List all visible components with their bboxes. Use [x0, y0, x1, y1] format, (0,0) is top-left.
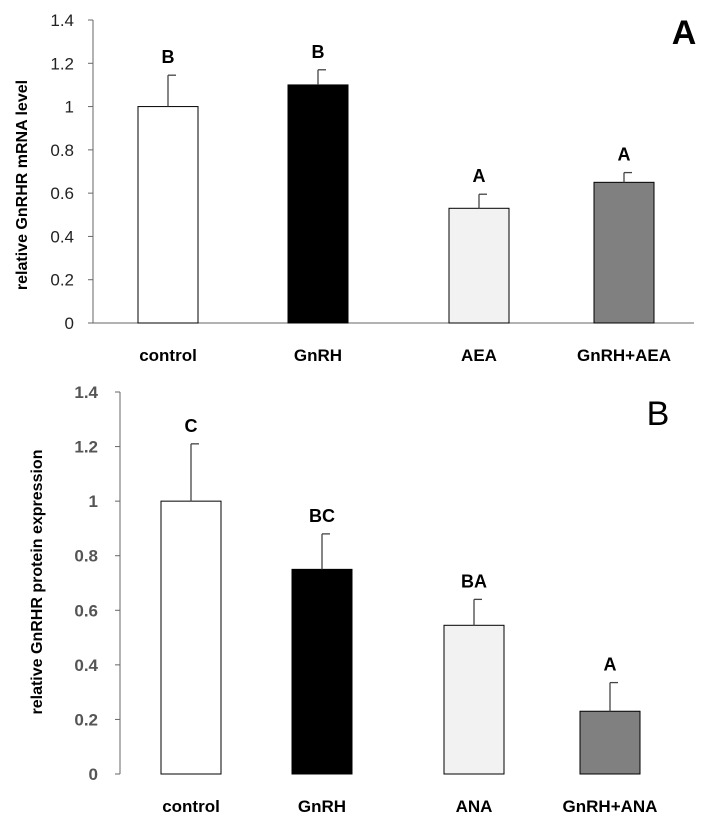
bar — [137, 106, 199, 324]
bar — [443, 624, 505, 775]
x-category-label: control — [139, 346, 197, 365]
y-tick-label: 0 — [89, 765, 98, 784]
bar — [448, 207, 510, 324]
x-category-label: AEA — [461, 346, 497, 365]
x-category-label: GnRH+ANA — [563, 797, 658, 816]
chart-panel-a: relative GnRHR mRNA level A 0 0.2 0.4 0.6 0.… — [14, 11, 696, 365]
y-tick-label: 1 — [89, 492, 98, 511]
bar — [593, 181, 655, 324]
significance-label: BC — [309, 506, 335, 526]
bar — [291, 568, 353, 775]
y-tick-label: 1.2 — [50, 54, 74, 73]
y-tick-label: 0.6 — [50, 184, 74, 203]
y-tick-label: 1 — [65, 98, 74, 117]
significance-label: B — [162, 47, 175, 67]
x-category-label: GnRH+AEA — [577, 346, 671, 365]
significance-label: B — [312, 42, 325, 62]
x-category-label: ANA — [456, 797, 493, 816]
chart-panel-b: relative GnRHR protein expression B 0 0.2… — [29, 383, 669, 816]
bar — [160, 500, 222, 775]
y-tick-label: 0 — [65, 314, 74, 333]
panel-label: A — [672, 14, 697, 52]
y-tick-label: 0.8 — [50, 141, 74, 160]
y-tick-label: 0.2 — [74, 710, 98, 729]
significance-label: A — [473, 166, 486, 186]
y-tick-label: 1.4 — [50, 11, 74, 30]
x-category-label: GnRH — [298, 797, 346, 816]
significance-label: A — [604, 655, 617, 675]
x-category-label: GnRH — [294, 346, 342, 365]
x-category-label: control — [162, 797, 220, 816]
significance-label: C — [185, 416, 198, 436]
y-tick-label: 0.2 — [50, 271, 74, 290]
panel-label: B — [647, 395, 670, 433]
bar — [579, 710, 641, 775]
y-tick-label: 0.4 — [50, 227, 74, 246]
y-tick-label: 1.2 — [74, 438, 98, 457]
y-tick-label: 0.8 — [74, 547, 98, 566]
y-axis-label: relative GnRHR protein expression — [29, 450, 46, 715]
y-axis-label: relative GnRHR mRNA level — [14, 80, 31, 290]
bar — [287, 84, 349, 324]
significance-label: A — [618, 145, 631, 165]
y-tick-label: 0.4 — [74, 656, 98, 675]
significance-label: BA — [461, 571, 487, 591]
y-tick-label: 0.6 — [74, 601, 98, 620]
y-tick-label: 1.4 — [74, 383, 98, 402]
